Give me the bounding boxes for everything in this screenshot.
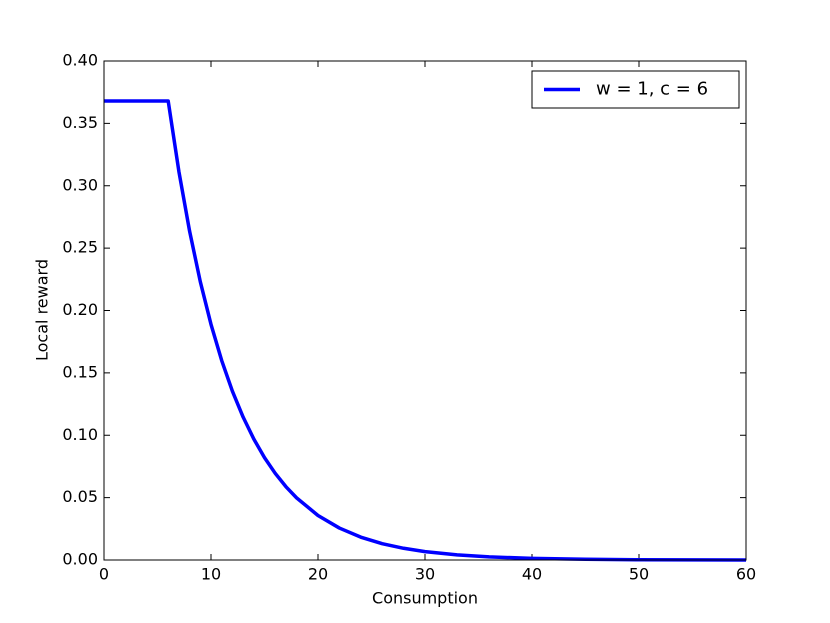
y-tick-label: 0.15 [62,362,98,381]
x-tick-label: 40 [522,565,542,584]
y-tick-label: 0.05 [62,487,98,506]
x-axis-label: Consumption [372,589,478,608]
x-tick-label: 20 [308,565,328,584]
y-tick-label: 0.20 [62,300,98,319]
x-tick-label: 0 [99,565,109,584]
y-tick-label: 0.00 [62,550,98,569]
y-tick-label: 0.40 [62,51,98,70]
legend-label: w = 1, c = 6 [596,79,708,100]
x-tick-label: 60 [736,565,756,584]
y-tick-label: 0.30 [62,175,98,194]
y-tick-label: 0.10 [62,425,98,444]
y-tick-label: 0.25 [62,238,98,257]
plot-frame [103,60,747,561]
y-tick-label: 0.35 [62,113,98,132]
x-tick-label: 50 [629,565,649,584]
x-tick-label: 30 [415,565,435,584]
line [104,99,747,562]
y-axis-label: Local reward [33,259,52,361]
x-tick-label: 10 [201,565,221,584]
